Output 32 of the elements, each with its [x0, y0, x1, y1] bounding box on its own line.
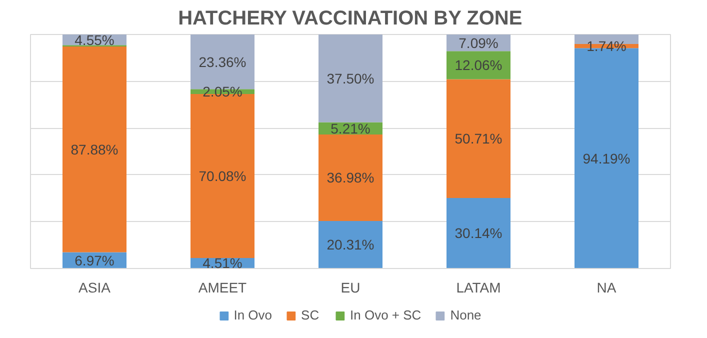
- bar: [62, 46, 126, 252]
- data-label: 36.98%: [326, 170, 374, 186]
- bar: [446, 198, 510, 268]
- bar: [318, 134, 382, 221]
- bar: [446, 79, 510, 198]
- legend-label: In Ovo: [234, 308, 272, 322]
- data-label: 70.08%: [198, 168, 246, 184]
- x-tick-label: LATAM: [456, 280, 501, 296]
- bar: [318, 34, 382, 122]
- legend-label: SC: [301, 308, 320, 322]
- data-label: 20.31%: [326, 236, 374, 253]
- data-label: 12.06%: [454, 57, 502, 74]
- data-label: 5.21%: [330, 120, 370, 136]
- data-label: 30.14%: [454, 225, 502, 242]
- data-label: 37.50%: [326, 70, 374, 86]
- legend-label: In Ovo + SC: [350, 308, 422, 322]
- data-label: 87.88%: [70, 141, 118, 158]
- x-tick-label: AMEET: [198, 280, 248, 296]
- x-tick-label: ASIA: [78, 280, 112, 296]
- legend-label: None: [450, 308, 482, 322]
- bar: [318, 220, 382, 268]
- data-label: 23.36%: [198, 54, 246, 70]
- data-label: 6.97%: [74, 252, 114, 268]
- x-tick-label: NA: [596, 280, 617, 296]
- data-label: 94.19%: [582, 150, 630, 166]
- data-label: 7.09%: [458, 34, 498, 51]
- data-label: 50.71%: [454, 130, 502, 147]
- chart-title: HATCHERY VACCINATION BY ZONE: [178, 8, 522, 30]
- data-label: 4.51%: [202, 255, 242, 272]
- x-tick-label: EU: [340, 280, 360, 296]
- bar: [446, 51, 510, 80]
- data-label: 4.55%: [74, 32, 114, 48]
